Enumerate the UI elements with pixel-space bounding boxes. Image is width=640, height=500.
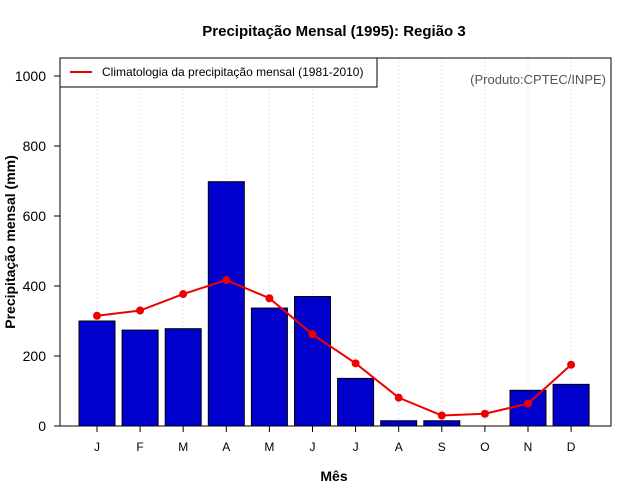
- legend: Climatologia da precipitação mensal (198…: [59, 57, 378, 88]
- climatology-point: [93, 311, 101, 320]
- y-axis-label: Precipitação mensal (mm): [2, 155, 18, 329]
- bar: [380, 420, 418, 427]
- y-tick-label: 400: [23, 278, 47, 294]
- y-tick-label: 0: [38, 418, 46, 434]
- chart-title: Precipitação Mensal (1995): Região 3: [202, 23, 465, 40]
- legend-box: [59, 57, 378, 88]
- climatology-series: [93, 276, 576, 420]
- bar: [294, 296, 331, 427]
- y-tick-label: 200: [23, 348, 47, 364]
- x-tick-label: J: [353, 440, 359, 454]
- x-tick-label: N: [524, 440, 533, 454]
- y-tick-label: 800: [23, 138, 47, 154]
- climatology-point: [394, 393, 403, 402]
- climatology-point: [179, 290, 188, 299]
- legend-entry-climatology: Climatologia da precipitação mensal (198…: [102, 65, 363, 79]
- bar: [121, 329, 159, 427]
- climatology-point: [437, 411, 446, 420]
- y-axis: 0 200 400 600 800 1000: [15, 68, 60, 434]
- climatology-point: [480, 409, 489, 418]
- x-tick-label: A: [395, 440, 403, 454]
- climatology-line: [96, 278, 572, 417]
- x-tick-label: J: [310, 440, 316, 454]
- y-tick-label: 600: [23, 208, 47, 224]
- bar-series: [78, 181, 590, 427]
- bar: [207, 181, 245, 427]
- x-tick-label: S: [438, 440, 446, 454]
- x-tick-label: A: [222, 440, 230, 454]
- bar: [337, 377, 375, 427]
- bar: [164, 328, 202, 427]
- y-tick-label: 1000: [15, 68, 46, 84]
- climatology-point: [265, 294, 274, 303]
- x-tick-label: M: [178, 440, 188, 454]
- x-tick-label: M: [264, 440, 274, 454]
- bar: [78, 320, 116, 427]
- climatology-point: [567, 360, 576, 369]
- x-tick-label: D: [567, 440, 576, 454]
- climatology-point: [524, 399, 532, 408]
- climatology-point: [308, 330, 317, 339]
- climatology-point: [136, 306, 145, 315]
- bar: [250, 307, 288, 427]
- bar: [423, 420, 461, 427]
- x-axis-label: Mês: [320, 468, 347, 484]
- climatology-point: [222, 276, 231, 285]
- x-tick-label: J: [94, 440, 100, 454]
- x-tick-label: O: [480, 440, 489, 454]
- bar: [509, 389, 547, 427]
- x-tick-label: F: [136, 440, 143, 454]
- climatology-point: [351, 359, 360, 368]
- bar: [552, 383, 590, 427]
- credit-annotation: (Produto:CPTEC/INPE): [470, 72, 606, 87]
